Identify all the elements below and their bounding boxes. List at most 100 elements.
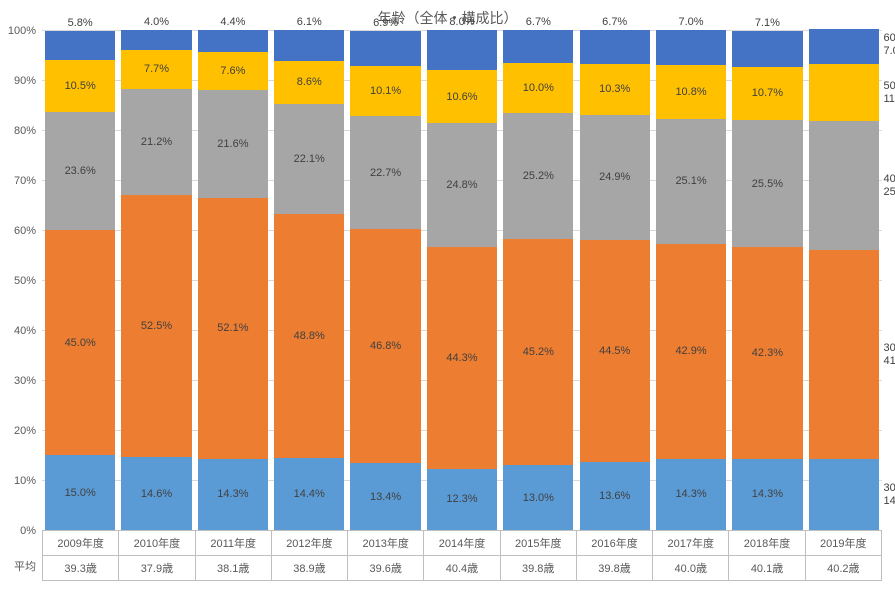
series-label-s60: 60歳以上7.0% — [883, 29, 895, 57]
segment-value: 7.7% — [144, 63, 169, 75]
bar-column: 13.0%45.2%25.2%10.0%6.7% — [500, 30, 576, 530]
x-axis-avg: 37.9歳 — [119, 556, 195, 581]
segment-value: 14.6% — [141, 488, 172, 500]
segment-value: 10.1% — [370, 85, 401, 97]
series-label-s30: 30歳代41.7% — [883, 339, 895, 367]
bar-segment-s50: 10.1% — [350, 66, 420, 116]
bar-segment-s30: 46.8% — [350, 229, 420, 463]
bar-stack — [809, 30, 879, 531]
bar-stack: 14.3%42.9%25.1%10.8%7.0% — [656, 30, 726, 531]
segment-value: 7.0% — [679, 16, 704, 28]
y-axis-label: 80% — [14, 125, 36, 137]
segment-value: 44.5% — [599, 345, 630, 357]
x-axis-year: 2017年度 — [653, 530, 729, 556]
bar-segment-under30: 14.3% — [656, 459, 726, 531]
segment-value: 24.9% — [599, 171, 630, 183]
bar-segment-s60: 6.7% — [580, 30, 650, 64]
segment-value: 8.0% — [449, 16, 474, 28]
segment-value: 14.3% — [675, 488, 706, 500]
bar-segment-s30: 48.8% — [274, 214, 344, 458]
segment-value: 23.6% — [65, 165, 96, 177]
segment-value: 15.0% — [65, 487, 96, 499]
x-axis-year-row: 2009年度2010年度2011年度2012年度2013年度2014年度2015… — [42, 530, 882, 556]
x-axis-year: 2019年度 — [806, 530, 882, 556]
bar-segment-s30: 52.1% — [198, 198, 268, 459]
segment-value: 22.7% — [370, 167, 401, 179]
bar-stack: 14.4%48.8%22.1%8.6%6.1% — [274, 30, 344, 530]
segment-value: 5.8% — [68, 17, 93, 29]
bar-segment-under30: 14.3% — [198, 459, 268, 531]
bar-column: 30歳未満14.2%30歳代41.7%40歳代25.9%50歳代11.3%60歳… — [806, 30, 882, 530]
segment-value: 42.9% — [675, 345, 706, 357]
y-axis-label: 90% — [14, 75, 36, 87]
bar-stack: 14.3%42.3%25.5%10.7%7.1% — [732, 31, 802, 531]
segment-value: 42.3% — [752, 347, 783, 359]
bar-segment-s60: 5.8% — [45, 31, 115, 60]
y-axis-label: 50% — [14, 275, 36, 287]
segment-value: 4.0% — [144, 16, 169, 28]
x-axis-avg: 38.9歳 — [272, 556, 348, 581]
segment-value: 10.7% — [752, 87, 783, 99]
plot-area: 0%10%20%30%40%50%60%70%80%90%100% 15.0%4… — [42, 30, 882, 530]
bar-segment-s40: 23.6% — [45, 112, 115, 230]
bar-segment-under30: 13.4% — [350, 463, 420, 530]
segment-value: 45.0% — [65, 337, 96, 349]
bar-column: 14.3%52.1%21.6%7.6%4.4% — [195, 30, 271, 530]
bar-stack: 15.0% 45.0% 23.6% 10.5%5.8% — [45, 31, 115, 531]
y-axis-label: 20% — [14, 425, 36, 437]
bar-segment-s30: 45.2% — [503, 239, 573, 465]
bar-segment-s60: 6.9% — [350, 31, 420, 65]
bar-segment-under30 — [809, 459, 879, 530]
bar-segment-s50 — [809, 64, 879, 121]
bar-segment-s60 — [809, 29, 879, 64]
x-axis: 平均2009年度2010年度2011年度2012年度2013年度2014年度20… — [42, 530, 882, 581]
x-axis-year: 2012年度 — [272, 530, 348, 556]
x-axis-avg: 39.3歳 — [42, 556, 119, 581]
bar-segment-s40: 21.2% — [121, 89, 191, 195]
bar-segment-s40: 25.5% — [732, 120, 802, 247]
bar-stack: 14.6%52.5%21.2%7.7%4.0% — [121, 30, 191, 530]
series-label-under30: 30歳未満14.2% — [883, 479, 895, 507]
segment-value: 12.3% — [446, 493, 477, 505]
segment-value: 22.1% — [294, 153, 325, 165]
bar-column: 14.6%52.5%21.2%7.7%4.0% — [118, 30, 194, 530]
y-axis-label: 40% — [14, 325, 36, 337]
bar-segment-under30: 14.4% — [274, 458, 344, 530]
bar-segment-s50: 10.8% — [656, 65, 726, 119]
segment-value: 7.6% — [220, 65, 245, 77]
x-axis-year: 2018年度 — [729, 530, 805, 556]
x-axis-year: 2014年度 — [424, 530, 500, 556]
bar-column: 14.3%42.3%25.5%10.7%7.1% — [729, 30, 805, 530]
x-axis-year: 2009年度 — [42, 530, 119, 556]
bar-segment-s60: 7.1% — [732, 31, 802, 66]
x-axis-year: 2015年度 — [501, 530, 577, 556]
segment-value: 10.3% — [599, 83, 630, 95]
x-axis-avg: 40.0歳 — [653, 556, 729, 581]
segment-value: 10.8% — [675, 86, 706, 98]
y-axis-label: 30% — [14, 375, 36, 387]
bar-segment-s30: 42.3% — [732, 247, 802, 458]
segment-value: 6.9% — [373, 17, 398, 29]
segment-value: 45.2% — [523, 346, 554, 358]
segment-value: 25.5% — [752, 178, 783, 190]
x-axis-avg: 40.4歳 — [424, 556, 500, 581]
bar-column: 14.3%42.9%25.1%10.8%7.0% — [653, 30, 729, 530]
segment-value: 10.6% — [446, 91, 477, 103]
bar-segment-under30: 12.3% — [427, 469, 497, 531]
segment-value: 13.6% — [599, 490, 630, 502]
segment-value: 4.4% — [220, 16, 245, 28]
bar-column: 13.6% 44.5% 24.9% 10.3% 6.7% — [577, 30, 653, 530]
bar-stack: 14.3%52.1%21.6%7.6%4.4% — [198, 30, 268, 530]
segment-value: 52.1% — [217, 322, 248, 334]
bar-segment-s40 — [809, 121, 879, 251]
segment-value: 52.5% — [141, 320, 172, 332]
segment-value: 48.8% — [294, 330, 325, 342]
x-axis-avg: 39.8歳 — [577, 556, 653, 581]
bar-segment-s30: 44.5% — [580, 240, 650, 463]
bar-segment-s30: 45.0% — [45, 230, 115, 455]
bar-segment-s40: 25.2% — [503, 113, 573, 239]
chart-container: 年齢（全体・構成比） 0%10%20%30%40%50%60%70%80%90%… — [0, 0, 895, 589]
bar-segment-s50: 10.5% — [45, 60, 115, 112]
bar-column: 14.4%48.8%22.1%8.6%6.1% — [271, 30, 347, 530]
segment-value: 21.6% — [217, 138, 248, 150]
